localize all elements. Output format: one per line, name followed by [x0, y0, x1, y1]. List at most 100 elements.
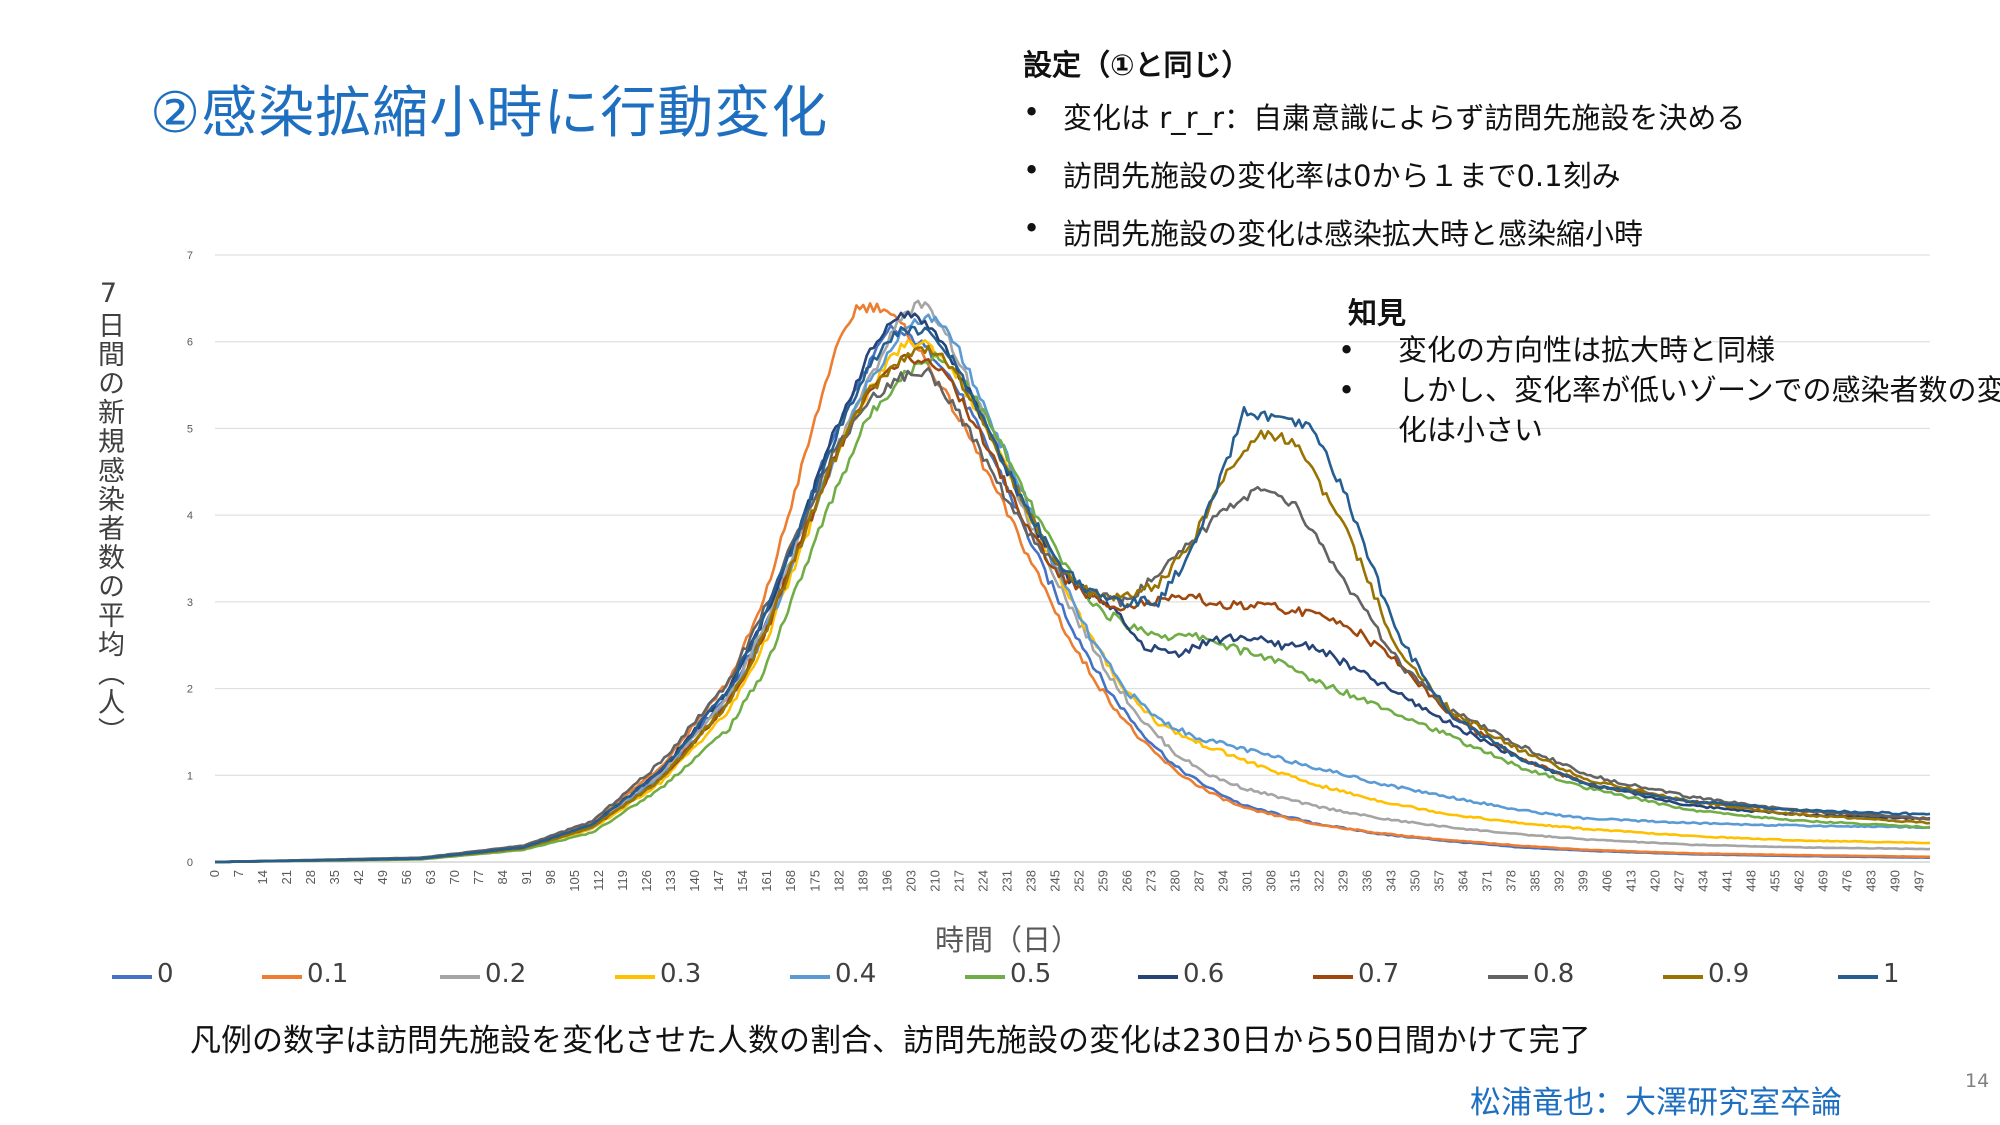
x-tick-label: 224: [975, 870, 990, 892]
x-tick-label: 245: [1047, 870, 1062, 892]
settings-item: 変化は r_r_r：自粛意識によらず訪問先施設を決める: [1023, 95, 1745, 153]
x-axis-ticks: 0 7 14 21 28 35 42 49 56 63 70 77 84 91 98 105 112 119 126…: [207, 870, 1927, 892]
legend-swatch: [1488, 975, 1528, 979]
x-tick-label: 203: [903, 870, 918, 892]
chart-gridlines: [215, 254, 1930, 863]
x-tick-label: 413: [1624, 870, 1639, 892]
x-tick-label: 371: [1480, 870, 1495, 892]
legend-label: 0.4: [835, 959, 877, 989]
x-tick-label: 154: [735, 870, 750, 892]
x-tick-label: 0: [207, 870, 222, 877]
x-tick-label: 182: [831, 870, 846, 892]
x-tick-label: 189: [855, 870, 870, 892]
x-tick-label: 70: [447, 870, 462, 884]
x-tick-label: 77: [471, 870, 486, 884]
x-tick-label: 175: [807, 870, 822, 892]
chart-series: [214, 299, 1931, 864]
x-tick-label: 392: [1552, 870, 1567, 892]
x-tick-label: 147: [711, 870, 726, 892]
x-tick-label: 476: [1840, 870, 1855, 892]
x-tick-label: 105: [567, 870, 582, 892]
settings-item: 訪問先施設の変化は感染拡大時と感染縮小時: [1023, 211, 1745, 269]
footnote: 凡例の数字は訪問先施設を変化させた人数の割合、訪問先施設の変化は230日から50…: [190, 1023, 1591, 1059]
x-tick-label: 35: [327, 870, 342, 884]
x-tick-label: 210: [927, 870, 942, 892]
findings-list: 変化の方向性は拡大時と同様 しかし、変化率が低いゾーンでの感染者数の変化は小さい: [1338, 330, 2000, 450]
slide-title: ②感染拡縮小時に行動変化: [150, 81, 829, 146]
findings-heading: 知見: [1348, 296, 1407, 330]
y-tick-label: 0: [187, 857, 193, 869]
x-tick-label: 7: [231, 870, 246, 877]
legend-swatch: [615, 975, 655, 979]
legend-label: 0.1: [307, 959, 349, 989]
x-tick-label: 350: [1408, 870, 1423, 892]
x-tick-label: 378: [1504, 870, 1519, 892]
x-tick-label: 455: [1768, 870, 1783, 892]
author-credit: 松浦竜也：大澤研究室卒論: [1470, 1085, 1842, 1121]
x-tick-label: 497: [1912, 870, 1927, 892]
x-tick-label: 315: [1287, 870, 1302, 892]
y-tick-label: 6: [187, 337, 193, 349]
legend-swatch: [1138, 975, 1178, 979]
legend-swatch: [965, 975, 1005, 979]
legend-label: 0.5: [1010, 959, 1052, 989]
x-tick-label: 140: [687, 870, 702, 892]
findings-item: しかし、変化率が低いゾーンでの感染者数の変化は小さい: [1338, 370, 2000, 450]
x-tick-label: 42: [351, 870, 366, 884]
x-tick-label: 56: [399, 870, 414, 884]
y-axis-ticks: 0 1 2 3 4 5 6 7: [187, 250, 193, 869]
x-tick-label: 434: [1696, 870, 1711, 892]
y-axis-label: 7日間の新規感染者数の平均（人）: [93, 278, 124, 746]
x-axis-label: 時間（日）: [935, 923, 1081, 957]
legend-swatch: [1838, 975, 1878, 979]
legend-label: 0.9: [1708, 959, 1750, 989]
x-tick-label: 364: [1456, 870, 1471, 892]
x-tick-label: 469: [1816, 870, 1831, 892]
legend-swatch: [262, 975, 302, 979]
x-tick-label: 196: [879, 870, 894, 892]
legend-label: 0.7: [1358, 959, 1400, 989]
x-tick-label: 399: [1576, 870, 1591, 892]
x-tick-label: 84: [495, 870, 510, 884]
x-tick-label: 21: [279, 870, 294, 884]
x-tick-label: 217: [951, 870, 966, 892]
x-tick-label: 91: [519, 870, 534, 884]
legend-label: 0.3: [660, 959, 702, 989]
x-tick-label: 259: [1095, 870, 1110, 892]
x-tick-label: 357: [1432, 870, 1447, 892]
x-tick-label: 301: [1239, 870, 1254, 892]
x-tick-label: 490: [1888, 870, 1903, 892]
x-tick-label: 322: [1311, 870, 1326, 892]
legend-swatch: [112, 975, 152, 979]
y-tick-label: 1: [187, 770, 193, 782]
x-tick-label: 287: [1191, 870, 1206, 892]
x-tick-label: 385: [1528, 870, 1543, 892]
y-tick-label: 2: [187, 684, 193, 696]
x-tick-label: 406: [1600, 870, 1615, 892]
x-tick-label: 98: [543, 870, 558, 884]
x-tick-label: 441: [1720, 870, 1735, 892]
settings-item: 訪問先施設の変化率は0から１まで0.1刻み: [1023, 153, 1745, 211]
legend-swatch: [440, 975, 480, 979]
x-tick-label: 329: [1335, 870, 1350, 892]
x-tick-label: 462: [1792, 870, 1807, 892]
x-tick-label: 266: [1119, 870, 1134, 892]
x-tick-label: 273: [1143, 870, 1158, 892]
x-tick-label: 112: [591, 870, 606, 891]
x-tick-label: 63: [423, 870, 438, 884]
legend-label: 1: [1883, 959, 1900, 989]
x-tick-label: 294: [1215, 870, 1230, 892]
legend-label: 0.2: [485, 959, 527, 989]
y-tick-label: 4: [187, 510, 193, 522]
x-tick-label: 168: [783, 870, 798, 892]
legend-swatch: [1313, 975, 1353, 979]
x-tick-label: 28: [303, 870, 318, 884]
legend-label: 0.8: [1533, 959, 1575, 989]
legend-swatch: [1663, 975, 1703, 979]
x-tick-label: 119: [615, 870, 630, 891]
x-tick-label: 14: [255, 870, 270, 884]
y-tick-label: 7: [187, 250, 193, 262]
page-number: 14: [1965, 1070, 1990, 1092]
x-tick-label: 133: [663, 870, 678, 892]
